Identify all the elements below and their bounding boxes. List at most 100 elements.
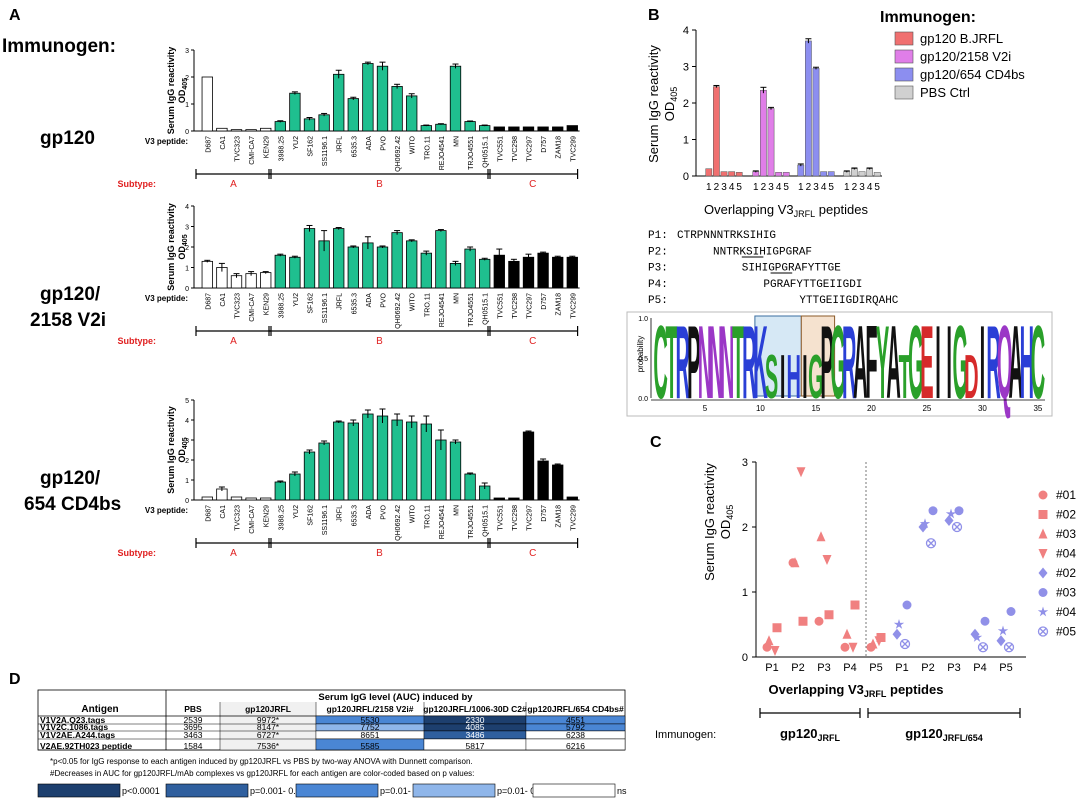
x-tick-label: P2 xyxy=(921,662,934,674)
legend-label-3: #04 xyxy=(1056,547,1076,561)
x-tick-label: 4 xyxy=(821,182,827,193)
bar-MN xyxy=(449,65,462,132)
legend-marker-3 xyxy=(1038,549,1048,559)
x-tick-label: 3 xyxy=(768,182,774,193)
logo-x-tick-label: 20 xyxy=(867,404,876,413)
x-tick-label: TVC323 xyxy=(235,136,242,162)
x-tick-label: REJO4541 xyxy=(439,293,446,327)
table-cell-1-0: 3695 xyxy=(184,722,203,732)
gp120-column-shade xyxy=(220,702,316,750)
panel-b-legend: gp120 B.JRFL gp120/2158 V2i gp120/654 CD4b… xyxy=(894,31,1025,100)
y-tick-label: 1 xyxy=(185,266,189,273)
bar-2-4 xyxy=(820,171,827,177)
bar-2-1 xyxy=(797,164,805,177)
x-tick-label: 6535.3 xyxy=(351,136,358,158)
legend-marker-7 xyxy=(1037,626,1049,637)
table-row-label-3: V2AE.92TH023 peptide xyxy=(40,741,132,751)
x-tick-label: TVC551 xyxy=(497,505,504,531)
peptide-label-1: P1: xyxy=(648,230,668,242)
table-cell-2-1: 6727* xyxy=(257,730,280,740)
logo-letter: R xyxy=(742,304,756,421)
x-tick-label: 1 xyxy=(706,182,712,193)
bar-TVC323 xyxy=(230,496,243,501)
bar-MN xyxy=(449,262,462,289)
panel-c-group-label-1: gp120JRFL xyxy=(780,726,841,743)
x-tick-label: TRJO4551 xyxy=(468,505,475,539)
bar-QH0692.42 xyxy=(391,232,403,289)
bar-CMI-CA7 xyxy=(245,129,257,132)
y-tick-label: 0 xyxy=(185,286,189,293)
bar-1-4 xyxy=(775,172,782,177)
bar-KEN29 xyxy=(260,497,272,501)
subtype-label: A xyxy=(230,179,237,190)
logo-letter: N xyxy=(698,304,712,421)
x-tick-label: 2 xyxy=(806,182,812,193)
panel-c-legend: #01 #02 #03 #04 #02 #03 #04 #05 xyxy=(1037,488,1076,639)
point-n03-P3 xyxy=(954,506,964,516)
x-tick-label: JRFL xyxy=(337,505,344,522)
panel-b-peptide-list: P1: CTRPNNNTRKSIHIG P2: NNTRKSIHIGPGRAF P3: S… xyxy=(648,230,899,307)
point-n02-P3 xyxy=(944,515,954,526)
bar-TVC298 xyxy=(508,126,520,132)
logo-letter: H xyxy=(1020,304,1034,421)
y-tick-label: 0 xyxy=(742,652,748,664)
y-axis-label-sub: 405 xyxy=(182,234,189,246)
x-tick-label: ZAM18 xyxy=(556,293,563,316)
x-tick-label: TRO.11 xyxy=(424,293,431,317)
x-tick-label: D687 xyxy=(205,505,212,522)
point-n05-P3 xyxy=(951,521,963,533)
bar-QH0515.1 xyxy=(479,125,491,132)
x-tick-label: YU2 xyxy=(293,136,300,150)
svg-text:Serum IgG reactivity: Serum IgG reactivity xyxy=(646,45,661,163)
x-tick-label: TRJO4551 xyxy=(468,136,475,170)
bar-PVO xyxy=(376,246,389,289)
logo-x-tick-label: 5 xyxy=(703,404,708,413)
bar-3-4 xyxy=(866,168,873,177)
x-tick-label: TVC323 xyxy=(235,505,242,531)
subtype-label: B xyxy=(376,548,383,559)
bar-TVC551 xyxy=(493,126,505,132)
y-axis-label-od: OD xyxy=(177,449,187,463)
bar-6535.3 xyxy=(347,98,359,132)
peptide-label-4: P4: xyxy=(648,279,668,291)
y-axis-label-od: OD xyxy=(177,246,187,260)
x-tick-label: TVC297 xyxy=(527,136,534,162)
x-tick-label: TVC323 xyxy=(235,293,242,319)
y-tick-label: 3 xyxy=(185,48,189,55)
logo-letter: I xyxy=(980,304,986,421)
x-tick-label: QH0692.42 xyxy=(395,293,402,329)
x-tick-label: TVC297 xyxy=(527,505,534,531)
legend-label-7: #05 xyxy=(1056,625,1076,639)
y-tick-label: 1 xyxy=(185,102,189,109)
x-tick-label: SS1196.1 xyxy=(322,293,329,323)
logo-letter: R xyxy=(986,304,1000,421)
point-n04-P1 xyxy=(770,646,780,656)
bar-REJO4541 xyxy=(435,230,447,289)
table-cell-2-4: 6238 xyxy=(566,730,585,740)
logo-letter: K xyxy=(753,304,767,421)
x-tick-label: TVC298 xyxy=(512,136,519,162)
y-axis-label-od: OD xyxy=(177,89,187,103)
point-n03-P2 xyxy=(790,557,800,568)
x-tick-label: QH0692.42 xyxy=(395,505,402,541)
x-tick-label: TVC298 xyxy=(512,293,519,319)
bar-TVC299 xyxy=(566,125,578,132)
x-tick-label: MN xyxy=(454,136,461,147)
x-tick-label: ZAM18 xyxy=(556,136,563,159)
legend-marker-5 xyxy=(1038,588,1048,597)
bar-0-3 xyxy=(720,171,728,177)
logo-letter: T xyxy=(732,304,744,421)
y-tick-label: 2 xyxy=(742,522,748,534)
point-n02-P2 xyxy=(798,616,808,626)
marker-cross xyxy=(927,539,935,547)
x-tick-label: D687 xyxy=(205,293,212,310)
bar-SF162 xyxy=(303,118,316,132)
x-tick-label: MN xyxy=(454,505,461,516)
y-axis-label-line2: OD405 xyxy=(177,78,189,103)
logo-letter: A xyxy=(886,304,900,421)
bar-WITO xyxy=(406,240,418,289)
point-n01-P3 xyxy=(814,616,824,626)
panel-b-ylabel: Serum IgG reactivity OD405 xyxy=(646,45,679,163)
bar-TVC299 xyxy=(566,496,578,501)
